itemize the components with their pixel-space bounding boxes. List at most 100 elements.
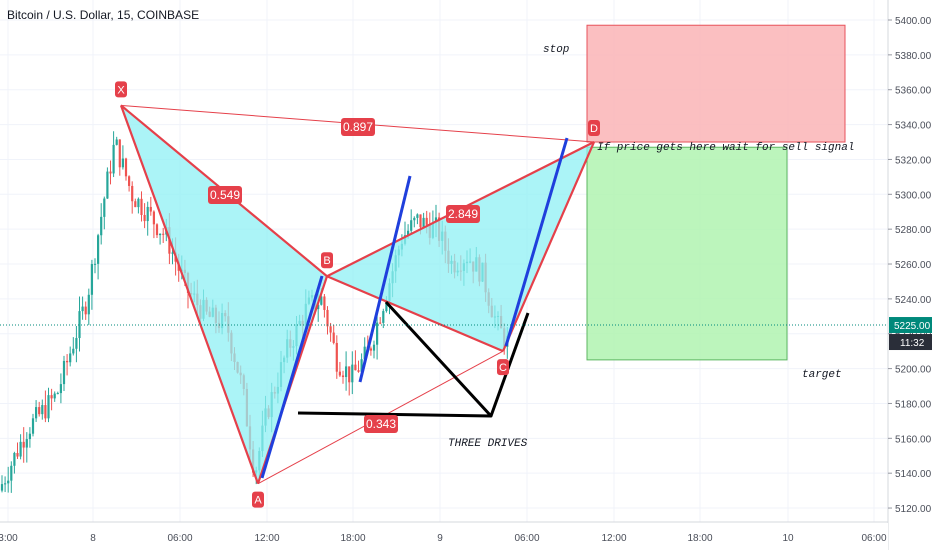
x-tick-label: 10 (782, 533, 794, 544)
x-tick-label: 9 (437, 533, 443, 544)
ratio-label-box (446, 205, 480, 223)
y-tick-label: 5240.00 (895, 295, 932, 306)
drawing-lines (0, 137, 888, 479)
candle-body (103, 198, 106, 217)
x-tick-label: 3:00 (0, 533, 18, 544)
pattern-leg-cd (501, 141, 596, 352)
candle-body (338, 371, 341, 376)
candle-body (90, 264, 93, 295)
y-tick-label: 5300.00 (895, 190, 932, 201)
ratio-label: 0.343 (366, 417, 396, 431)
candle-body (25, 439, 28, 448)
target-label: target (802, 369, 842, 381)
candle-body (66, 360, 69, 363)
candle-body (106, 171, 109, 199)
candle-body (69, 353, 72, 363)
candle-body (100, 216, 103, 236)
pattern-labels: X A B C D 0.549 0.897 2.849 0.343 stop If price ge… (115, 44, 854, 508)
candle-body (109, 171, 112, 174)
candle-body (162, 233, 165, 235)
candle-body (81, 306, 84, 312)
blue-trend-line (504, 137, 569, 347)
candle-body (416, 214, 419, 218)
y-tick-label: 5260.00 (895, 260, 932, 271)
three-drives-leg (489, 312, 530, 417)
candle-body (326, 309, 329, 327)
candle-body (351, 364, 354, 383)
candle-body (413, 217, 416, 221)
candle-body (4, 483, 7, 485)
stop-label: stop (543, 44, 569, 56)
current-price-box (889, 317, 932, 334)
y-tick-label: 5200.00 (895, 365, 932, 376)
candle-body (363, 346, 366, 360)
candle-body (72, 348, 75, 354)
candle-body (35, 407, 38, 419)
y-tick-label: 5140.00 (895, 469, 932, 480)
candle-body (360, 359, 363, 372)
candle-body (124, 158, 128, 177)
candle-body (97, 235, 100, 264)
candle-body (128, 176, 131, 186)
candle-body (121, 158, 124, 168)
candle-body (407, 230, 410, 236)
point-label-box (497, 359, 509, 376)
candle-body (140, 198, 143, 215)
candle-body (31, 418, 35, 434)
candle-body (419, 214, 422, 228)
candle-body (7, 480, 10, 484)
point-label-d: D (590, 123, 598, 135)
y-tick-label: 5340.00 (895, 121, 932, 132)
sell-signal-note: If price gets here wait for sell signal (597, 142, 854, 154)
harmonic-pattern (119, 104, 596, 485)
candle-body (38, 407, 41, 415)
point-label-box (588, 120, 600, 137)
pattern-leg-xa (119, 105, 260, 485)
candle-body (75, 338, 78, 349)
candle-body (56, 393, 59, 395)
candle-body (434, 217, 438, 223)
candle-body (341, 375, 345, 378)
candle-body (59, 384, 62, 394)
time-axis-bg (0, 523, 888, 550)
x-tick-label: 8 (90, 533, 96, 544)
candle-body (78, 311, 81, 339)
candle-body (159, 233, 162, 236)
candle-body (112, 144, 115, 174)
y-tick-label: 5320.00 (895, 155, 932, 166)
candle-body (329, 326, 332, 333)
point-label-a: A (254, 495, 262, 507)
candle-body (376, 322, 379, 345)
ratio-label: 0.897 (343, 120, 373, 134)
candle-body (348, 366, 351, 383)
candle-body (28, 433, 31, 440)
point-label-box (115, 81, 127, 98)
price-axis-bg (888, 0, 932, 550)
candle-body (317, 304, 320, 310)
candle-body (171, 252, 174, 254)
candle-body (10, 465, 13, 481)
pattern-leg-bc (326, 275, 504, 353)
candle-body (385, 301, 388, 312)
candle-body (137, 198, 140, 208)
current-price-label: 5225.00 (894, 321, 931, 332)
candle-body (93, 263, 97, 265)
x-tick-label: 18:00 (340, 533, 365, 544)
candle-body (369, 348, 372, 351)
candle-body (47, 395, 50, 419)
candle-body (0, 484, 4, 491)
x-tick-label: 18:00 (687, 533, 712, 544)
ratio-label-box (364, 415, 398, 433)
blue-trend-line (260, 275, 324, 479)
stop-zone (586, 24, 846, 143)
candle-body (62, 360, 66, 385)
y-tick-label: 5400.00 (895, 16, 932, 27)
candle-body (155, 224, 159, 236)
candle-body (134, 201, 137, 208)
blue-trend-line (358, 175, 412, 383)
candle-body (425, 217, 428, 225)
candle-body (84, 306, 87, 315)
candle-body (379, 322, 382, 324)
